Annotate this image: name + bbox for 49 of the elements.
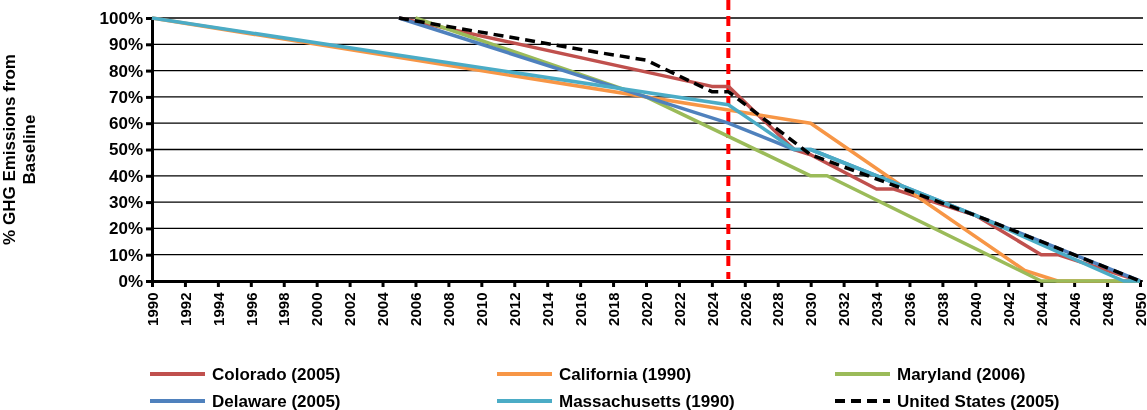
x-tick-label: 2008 <box>440 292 458 326</box>
y-tick-label: 90% <box>108 35 143 55</box>
y-tick-label: 0% <box>118 271 143 291</box>
x-tick-label: 2026 <box>736 292 754 326</box>
y-tick-label: 40% <box>108 166 143 186</box>
x-tick-label: 1990 <box>143 292 161 326</box>
x-tick-label: 2000 <box>308 292 326 326</box>
x-tick-label: 2030 <box>802 292 820 326</box>
y-tick-label: 60% <box>108 114 143 134</box>
x-tick-label: 2016 <box>571 292 589 326</box>
x-tick-label: 2048 <box>1098 292 1116 326</box>
x-tick-label: 2004 <box>374 291 392 326</box>
y-tick-label: 30% <box>108 193 143 213</box>
y-tick-label: 20% <box>108 219 143 239</box>
legend-label: Delaware (2005) <box>212 391 341 410</box>
x-tick-label: 2002 <box>341 292 359 326</box>
x-tick-label: 2010 <box>473 292 491 326</box>
x-tick-label: 2032 <box>835 292 853 326</box>
x-tick-label: 2012 <box>506 292 524 326</box>
y-axis-title: % GHG Emissions from Baseline <box>0 54 40 245</box>
x-tick-label: 1994 <box>209 291 227 326</box>
x-tick-label: 2020 <box>637 292 655 326</box>
legend-label: Massachusetts (1990) <box>559 391 735 410</box>
x-tick-label: 2040 <box>967 292 985 326</box>
y-tick-label: 70% <box>108 87 143 107</box>
y-tick-label: 100% <box>99 8 143 28</box>
x-tick-label: 2038 <box>934 292 952 326</box>
y-tick-label: 80% <box>108 61 143 81</box>
x-tick-label: 2050 <box>1131 292 1147 326</box>
y-tick-label: 50% <box>108 140 143 160</box>
x-tick-label: 2024 <box>703 291 721 326</box>
legend-label: Maryland (2006) <box>897 364 1026 384</box>
x-tick-label: 2042 <box>1000 292 1018 326</box>
y-tick-label: 10% <box>108 245 143 265</box>
x-tick-label: 2022 <box>670 292 688 326</box>
x-tick-label: 2028 <box>769 292 787 326</box>
x-tick-label: 1998 <box>275 292 293 326</box>
x-tick-label: 1996 <box>242 292 260 326</box>
x-tick-label: 1992 <box>176 292 194 326</box>
x-tick-label: 2006 <box>407 292 425 326</box>
legend-label: Colorado (2005) <box>212 364 341 384</box>
x-tick-label: 2014 <box>538 291 556 326</box>
x-tick-label: 2044 <box>1032 291 1050 326</box>
x-tick-label: 2034 <box>868 291 886 326</box>
x-tick-label: 2046 <box>1065 292 1083 326</box>
legend-label: United States (2005) <box>897 391 1060 410</box>
legend-label: California (1990) <box>559 364 692 384</box>
x-tick-label: 2036 <box>901 292 919 326</box>
x-tick-label: 2018 <box>604 292 622 326</box>
